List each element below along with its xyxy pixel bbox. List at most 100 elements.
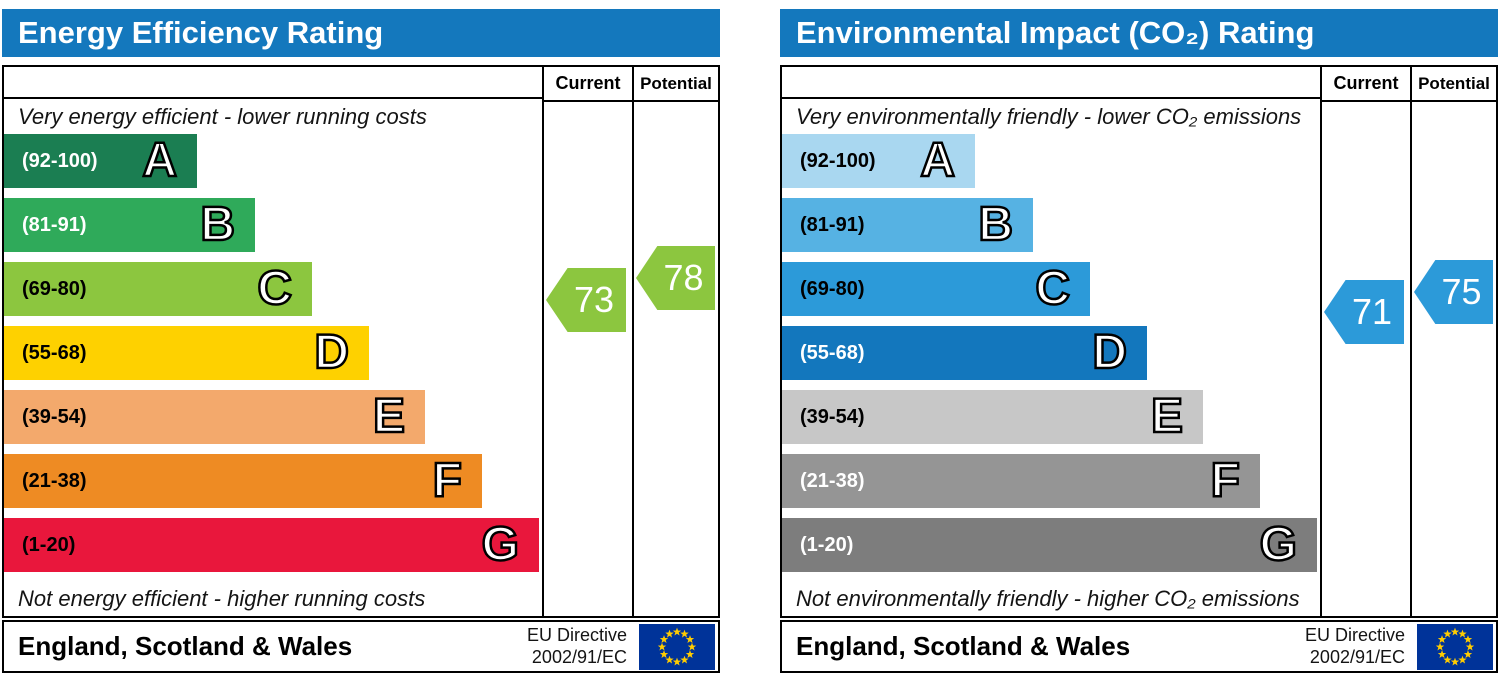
band-bar-b: (81-91) B — [4, 198, 255, 253]
band-letter: G — [480, 518, 520, 572]
band-range-label: (39-54) — [22, 405, 87, 428]
eu-directive-line2: 2002/91/EC — [531, 646, 627, 667]
band-bar-g: (1-20) G — [782, 518, 1317, 573]
band-range-label: (21-38) — [22, 469, 87, 492]
current-column-header: Current — [1322, 67, 1410, 102]
band-bar-d: (55-68) D — [4, 326, 369, 381]
eu-flag-icon — [639, 623, 715, 670]
band-range-label: (1-20) — [22, 533, 76, 556]
eu-directive-label: EU Directive 2002/91/EC — [1305, 625, 1405, 668]
band-bar-g: (1-20) G — [4, 518, 539, 573]
band-letter: C — [256, 262, 293, 316]
rating-chart: Very energy efficient - lower running co… — [2, 65, 720, 618]
eu-directive-line1: EU Directive — [1304, 624, 1405, 645]
band-letter: F — [431, 454, 463, 508]
band-bar-d: (55-68) D — [782, 326, 1147, 381]
potential-column: Potential 75 — [1410, 67, 1496, 616]
band-row-d: (55-68) D — [4, 326, 542, 381]
panel-header: Energy Efficiency Rating — [2, 9, 720, 57]
band-range-label: (92-100) — [800, 149, 876, 172]
band-row-a: (92-100) A — [782, 134, 1320, 189]
band-letter: F — [1209, 454, 1241, 508]
scale-header-spacer — [4, 67, 542, 99]
band-row-a: (92-100) A — [4, 134, 542, 189]
band-row-g: (1-20) G — [4, 518, 542, 573]
panel-energy-efficiency: Energy Efficiency Rating Very energy effi… — [2, 0, 720, 673]
potential-rating-value: 75 — [1441, 271, 1482, 312]
rating-chart: Very environmentally friendly - lower CO… — [780, 65, 1498, 618]
band-letter: D — [313, 326, 350, 380]
band-range-label: (69-80) — [800, 277, 865, 300]
scale-header-spacer — [782, 67, 1320, 99]
band-row-e: (39-54) E — [4, 390, 542, 445]
band-bar-b: (81-91) B — [782, 198, 1033, 253]
top-caption: Very energy efficient - lower running co… — [18, 103, 427, 129]
band-letter: B — [199, 198, 236, 252]
potential-rating-arrow: 78 — [636, 246, 715, 310]
eu-flag-icon — [1417, 623, 1493, 670]
band-letter: E — [372, 390, 407, 444]
band-letter: B — [977, 198, 1014, 252]
band-row-d: (55-68) D — [782, 326, 1320, 381]
panel-title: Energy Efficiency Rating — [18, 15, 384, 50]
band-row-e: (39-54) E — [782, 390, 1320, 445]
current-rating-arrow: 71 — [1324, 280, 1404, 344]
band-range-label: (39-54) — [800, 405, 865, 428]
band-row-c: (69-80) C — [782, 262, 1320, 317]
band-range-label: (81-91) — [800, 213, 865, 236]
band-letter: A — [919, 134, 956, 188]
band-range-label: (55-68) — [22, 341, 87, 364]
current-column: Current 73 — [542, 67, 632, 616]
band-row-b: (81-91) B — [782, 198, 1320, 253]
region-label: England, Scotland & Wales — [796, 631, 1131, 661]
current-column: Current 71 — [1320, 67, 1410, 616]
band-bar-a: (92-100) A — [782, 134, 975, 189]
band-range-label: (55-68) — [800, 341, 865, 364]
band-row-f: (21-38) F — [4, 454, 542, 509]
bottom-caption: Not environmentally friendly - higher CO… — [796, 586, 1300, 612]
region-label: England, Scotland & Wales — [18, 631, 353, 661]
band-bar-a: (92-100) A — [4, 134, 197, 189]
band-bar-e: (39-54) E — [4, 390, 425, 445]
band-range-label: (92-100) — [22, 149, 98, 172]
eu-directive-line1: EU Directive — [526, 624, 627, 645]
band-row-c: (69-80) C — [4, 262, 542, 317]
band-letter: C — [1034, 262, 1071, 316]
bottom-caption: Not energy efficient - higher running co… — [18, 586, 426, 612]
band-row-g: (1-20) G — [782, 518, 1320, 573]
band-letter: G — [1258, 518, 1298, 572]
current-rating-value: 73 — [573, 279, 615, 320]
eu-directive-label: EU Directive 2002/91/EC — [527, 625, 627, 668]
potential-column-header: Potential — [1412, 67, 1496, 102]
current-column-header: Current — [544, 67, 632, 102]
band-scale: Very energy efficient - lower running co… — [4, 67, 542, 616]
band-letter: E — [1150, 390, 1185, 444]
band-bar-f: (21-38) F — [4, 454, 482, 509]
potential-column-header: Potential — [634, 67, 718, 102]
band-bar-c: (69-80) C — [782, 262, 1090, 317]
potential-rating-arrow: 75 — [1414, 260, 1493, 324]
band-bar-c: (69-80) C — [4, 262, 312, 317]
band-bar-e: (39-54) E — [782, 390, 1203, 445]
panel-title: Environmental Impact (CO₂) Rating — [796, 15, 1315, 50]
potential-rating-value: 78 — [663, 257, 704, 298]
band-row-f: (21-38) F — [782, 454, 1320, 509]
eu-directive-line2: 2002/91/EC — [1309, 646, 1405, 667]
potential-column: Potential 78 — [632, 67, 718, 616]
band-range-label: (1-20) — [800, 533, 854, 556]
band-range-label: (21-38) — [800, 469, 865, 492]
band-range-label: (69-80) — [22, 277, 87, 300]
band-letter: D — [1091, 326, 1128, 380]
band-bar-f: (21-38) F — [782, 454, 1260, 509]
band-row-b: (81-91) B — [4, 198, 542, 253]
current-rating-value: 71 — [1351, 291, 1393, 332]
current-rating-arrow: 73 — [546, 268, 626, 332]
panel-environmental-impact: Environmental Impact (CO₂) Rating Very en… — [780, 0, 1498, 673]
top-caption: Very environmentally friendly - lower CO… — [796, 103, 1302, 129]
panel-footer: England, Scotland & Wales EU Directive 200… — [2, 620, 720, 673]
panel-header: Environmental Impact (CO₂) Rating — [780, 9, 1498, 57]
band-scale: Very environmentally friendly - lower CO… — [782, 67, 1320, 616]
band-range-label: (81-91) — [22, 213, 87, 236]
panel-footer: England, Scotland & Wales EU Directive 200… — [780, 620, 1498, 673]
